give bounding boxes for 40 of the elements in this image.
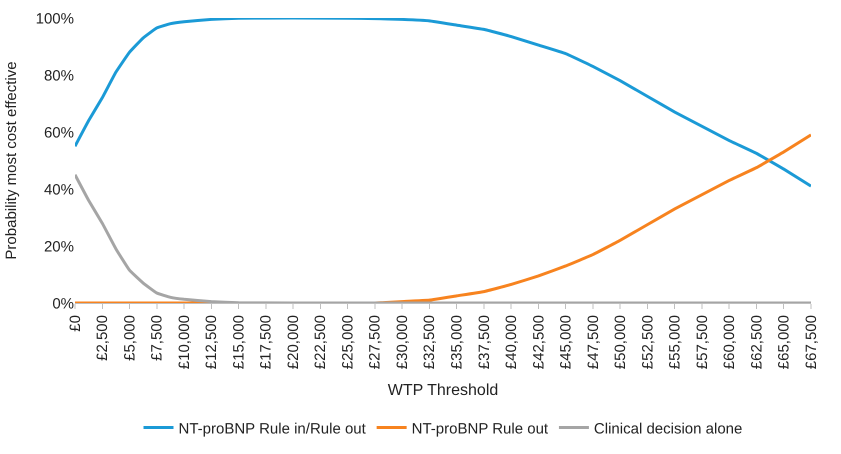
x-tick-label: £52,500 [639, 315, 656, 370]
y-tick-label: 60% [44, 124, 74, 142]
x-tick-label: £65,000 [776, 315, 793, 370]
x-tick-label: £67,500 [802, 315, 820, 370]
x-axis-title: WTP Threshold [388, 382, 498, 399]
x-tick-label: £37,500 [476, 315, 493, 370]
x-tick-label: £47,500 [584, 315, 602, 370]
y-tick-label: 40% [44, 181, 74, 198]
y-axis-title: Probability most cost effective [2, 61, 20, 260]
legend-label: Clinical decision alone [594, 420, 742, 438]
x-tick-label: £25,000 [339, 315, 356, 370]
legend-label: NT-proBNP Rule in/Rule out [178, 420, 367, 438]
x-tick-label: £55,000 [666, 315, 684, 370]
y-tick-label: 100% [36, 10, 74, 28]
x-tick-label: £2,500 [94, 315, 112, 361]
legend-label: NT-proBNP Rule out [412, 420, 549, 438]
x-tick-label: £15,000 [230, 315, 248, 370]
x-tick-label: £17,500 [258, 315, 275, 370]
line-series [75, 18, 811, 188]
x-tick-label: £30,000 [394, 315, 411, 370]
x-tick-label: £62,500 [748, 315, 766, 370]
x-tick-label: £5,000 [121, 315, 138, 361]
x-tick-label: £60,000 [721, 315, 738, 370]
x-tick-label: £57,500 [694, 315, 711, 370]
x-tick-label: £0 [66, 315, 84, 332]
y-tick-label: 80% [44, 67, 74, 84]
x-tick-label: £42,500 [530, 315, 548, 370]
x-tick-label: £45,000 [558, 315, 575, 370]
x-tick-label: £27,500 [366, 315, 384, 370]
x-tick-label: £50,000 [612, 315, 630, 370]
x-tick-label: £22,500 [312, 315, 330, 370]
x-tick-label: £35,000 [448, 315, 466, 370]
x-tick-label: £20,000 [284, 315, 302, 370]
x-tick-label: £32,500 [421, 315, 438, 370]
x-tick-label: £40,000 [503, 315, 520, 370]
x-tick-label: £7,500 [148, 315, 166, 361]
x-tick-label: £10,000 [176, 315, 193, 370]
x-tick-label: £12,500 [203, 315, 220, 370]
y-tick-label: 0% [52, 295, 74, 312]
y-tick-label: 20% [44, 238, 74, 256]
